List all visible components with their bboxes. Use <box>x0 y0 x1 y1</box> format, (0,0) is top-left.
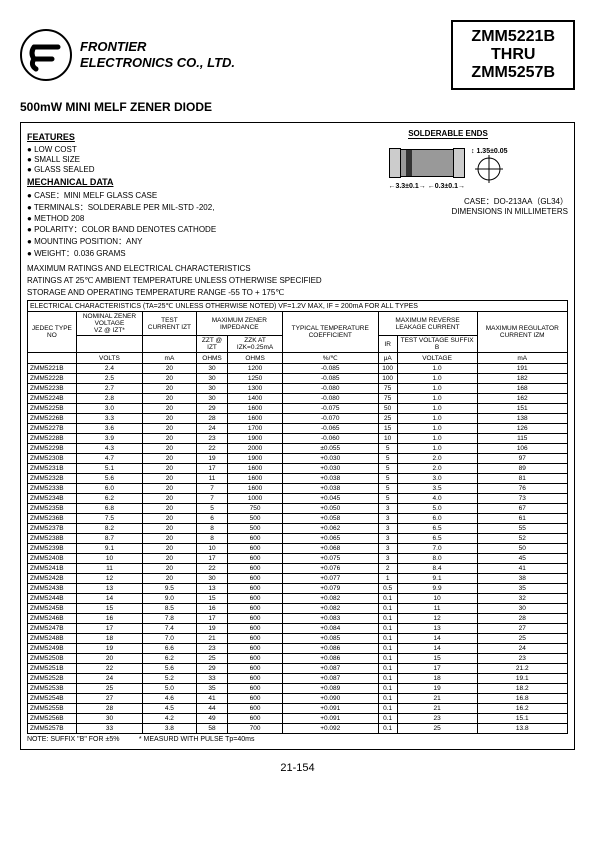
table-row: ZMM5227B3.620241700-0.065151.0126 <box>28 424 568 434</box>
table-row: ZMM5257B333.858700+0.0920.12513.8 <box>28 724 568 734</box>
features-list: LOW COST SMALL SIZE GLASS SEALED <box>27 145 316 174</box>
table-row: ZMM5249B196.623600+0.0860.11424 <box>28 644 568 654</box>
mech-heading: MECHANICAL DATA <box>27 177 316 187</box>
table-row: ZMM5244B149.015600+0.0820.11032 <box>28 594 568 604</box>
table-row: ZMM5241B112022600+0.07628.441 <box>28 564 568 574</box>
table-row: ZMM5226B3.320281600-0.070251.0138 <box>28 414 568 424</box>
table-row: ZMM5250B206.225600+0.0860.11523 <box>28 654 568 664</box>
table-row: ZMM5237B8.2208500+0.06236.555 <box>28 524 568 534</box>
table-row: ZMM5225B3.020291600-0.075501.0151 <box>28 404 568 414</box>
table-row: ZMM5255B284.544600+0.0910.12116.2 <box>28 704 568 714</box>
table-row: ZMM5235B6.8205750+0.05035.067 <box>28 504 568 514</box>
table-row: ZMM5232B5.620111600+0.03853.081 <box>28 474 568 484</box>
table-row: ZMM5230B4.720191900+0.03052.097 <box>28 454 568 464</box>
table-row: ZMM5243B139.513600+0.0790.59.935 <box>28 584 568 594</box>
company-name: FRONTIER ELECTRONICS CO., LTD. <box>80 39 235 70</box>
table-row: ZMM5236B7.5206500+0.05836.061 <box>28 514 568 524</box>
table-row: ZMM5246B167.817600+0.0830.11228 <box>28 614 568 624</box>
table-row: ZMM5231B5.120171600+0.03052.089 <box>28 464 568 474</box>
table-row: ZMM5253B255.035600+0.0890.11918.2 <box>28 684 568 694</box>
table-row: ZMM5234B6.22071000+0.04554.073 <box>28 494 568 504</box>
table-row: ZMM5228B3.920231900-0.060101.0115 <box>28 434 568 444</box>
page-number: 21-154 <box>20 762 575 774</box>
ratings-line2: RATINGS AT 25℃ AMBIENT TEMPERATURE UNLES… <box>27 276 568 285</box>
table-row: ZMM5248B187.021600+0.0850.11425 <box>28 634 568 644</box>
package-diagram: SOLDERABLE ENDS ←3.3±0.1→ ←0.3±0.1→ <box>328 129 568 216</box>
table-row: ZMM5224B2.820301400-0.080751.0162 <box>28 394 568 404</box>
part-number-box: ZMM5221B THRU ZMM5257B <box>451 20 575 90</box>
logo-section: FRONTIER ELECTRONICS CO., LTD. <box>20 29 235 81</box>
table-row: ZMM5254B274.641600+0.0900.12116.8 <box>28 694 568 704</box>
table-row: ZMM5239B9.12010600+0.06837.050 <box>28 544 568 554</box>
table-row: ZMM5242B122030600+0.07719.138 <box>28 574 568 584</box>
table-row: ZMM5222B2.520301250-0.0851001.0182 <box>28 374 568 384</box>
table-row: ZMM5252B245.233600+0.0870.11819.1 <box>28 674 568 684</box>
table-row: ZMM5247B177.419600+0.0840.11327 <box>28 624 568 634</box>
table-row: ZMM5256B304.249600+0.0910.12315.1 <box>28 714 568 724</box>
table-row: ZMM5251B225.629600+0.0870.11721.2 <box>28 664 568 674</box>
table-row: ZMM5223B2.720301300-0.080751.0168 <box>28 384 568 394</box>
table-row: ZMM5221B2.420301200-0.0851001.0191 <box>28 364 568 374</box>
table-row: ZMM5229B4.320222000±0.05551.0106 <box>28 444 568 454</box>
features-heading: FEATURES <box>27 132 316 142</box>
table-row: ZMM5233B6.02071600+0.03853.576 <box>28 484 568 494</box>
mech-list: CASE：MINI MELF GLASS CASE TERMINALS：SOLD… <box>27 190 316 259</box>
table-notes: NOTE: SUFFIX "B" FOR ±5% * MEASURD WITH … <box>27 736 568 743</box>
table-row: ZMM5238B8.7208600+0.06536.552 <box>28 534 568 544</box>
characteristics-table: ELECTRICAL CHARACTERISTICS (TA=25℃ UNLES… <box>27 300 568 734</box>
table-row: ZMM5240B102017600+0.07538.045 <box>28 554 568 564</box>
product-title: 500mW MINI MELF ZENER DIODE <box>20 100 575 114</box>
logo-icon <box>20 29 72 81</box>
table-row: ZMM5245B158.516600+0.0820.11130 <box>28 604 568 614</box>
ratings-line3: STORAGE AND OPERATING TEMPERATURE RANGE … <box>27 288 568 297</box>
ratings-line1: MAXIMUM RATINGS AND ELECTRICAL CHARACTER… <box>27 264 568 273</box>
